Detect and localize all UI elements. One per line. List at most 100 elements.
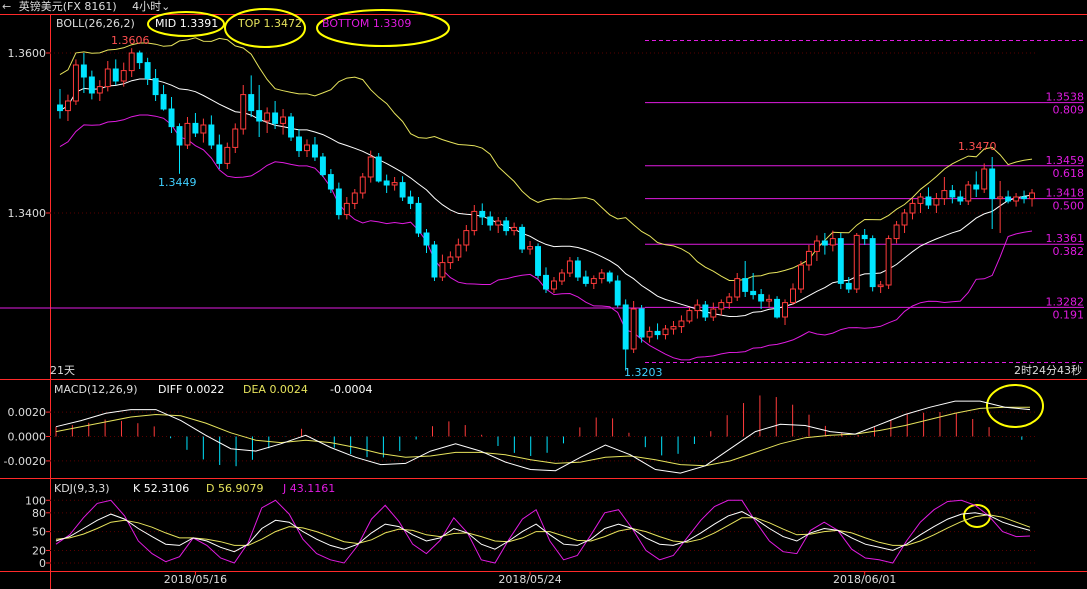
x-tick-label: 2018/05/16 bbox=[164, 573, 227, 586]
candle-body bbox=[1029, 192, 1035, 200]
candle-body bbox=[877, 284, 884, 288]
candle-body bbox=[455, 244, 462, 258]
candle-body bbox=[200, 124, 207, 134]
candle-body bbox=[383, 180, 390, 186]
candle-body bbox=[144, 62, 151, 80]
symbol-title: 英镑美元(FX 8161) bbox=[18, 0, 117, 13]
kdj-j-readout: J 43.1161 bbox=[283, 482, 336, 495]
candle-body bbox=[1005, 196, 1012, 202]
candle-body bbox=[726, 296, 733, 304]
candle-body bbox=[399, 182, 406, 198]
countdown-label: 2时24分43秒 bbox=[1014, 363, 1082, 377]
fib-price-label: 1.3361 bbox=[1046, 232, 1085, 245]
kdj-d-line bbox=[55, 514, 1031, 546]
candle-body bbox=[933, 198, 940, 206]
candle-body bbox=[463, 230, 470, 246]
candle-body bbox=[853, 234, 860, 290]
candle-body bbox=[1013, 196, 1020, 202]
y-tick-label: 0.0020 bbox=[8, 406, 47, 419]
candle-body bbox=[311, 144, 318, 158]
candle-body bbox=[566, 260, 573, 274]
candle-body bbox=[104, 68, 111, 88]
candle-body bbox=[790, 288, 796, 304]
annotation-circle-macd bbox=[986, 384, 1044, 428]
y-tick-label: 20 bbox=[32, 544, 46, 557]
candle-body bbox=[742, 278, 749, 292]
candle-body bbox=[152, 78, 159, 96]
arrow-back-icon[interactable]: ← bbox=[2, 0, 12, 13]
chevron-down-icon: ⌄ bbox=[161, 0, 171, 13]
macd-diff-readout: DIFF 0.0022 bbox=[158, 383, 225, 396]
candle-body bbox=[893, 224, 900, 240]
candle-body bbox=[72, 64, 79, 102]
candle-body bbox=[614, 280, 621, 306]
macd-dea-readout: DEA 0.0024 bbox=[243, 383, 308, 396]
candle-body bbox=[837, 238, 844, 284]
candle-body bbox=[718, 302, 725, 310]
candle-body bbox=[670, 326, 677, 330]
candle-body bbox=[136, 52, 143, 64]
candle-body bbox=[232, 128, 239, 148]
y-tick-label: 1.3400 bbox=[8, 207, 47, 220]
candle-body bbox=[813, 240, 820, 252]
boll-bottom-line bbox=[59, 114, 1033, 361]
y-tick-label: 0.0000 bbox=[8, 431, 47, 444]
candle-body bbox=[702, 304, 709, 318]
candle-body bbox=[869, 238, 876, 288]
candle-body bbox=[407, 196, 414, 204]
candle-body bbox=[296, 136, 302, 152]
timeframe-selector[interactable]: 4小时⌄ bbox=[132, 0, 170, 14]
low-price-label: 1.3449 bbox=[158, 176, 197, 189]
macd-indicator-name[interactable]: MACD(12,26,9) bbox=[54, 383, 138, 396]
annotation-circle-mid bbox=[147, 11, 225, 37]
candle-body bbox=[774, 298, 781, 318]
candle-body bbox=[256, 110, 263, 122]
candle-body bbox=[192, 122, 199, 134]
y-tick-label: 50 bbox=[32, 526, 46, 539]
candle-body bbox=[535, 246, 542, 276]
candle-body bbox=[782, 302, 788, 318]
kdj-k-readout: K 52.3106 bbox=[133, 482, 190, 495]
candle-body bbox=[989, 168, 996, 200]
candle-body bbox=[439, 262, 446, 278]
candle-body bbox=[160, 94, 167, 110]
days-label: 21天 bbox=[50, 364, 75, 377]
fib-ratio-label: 0.500 bbox=[1053, 200, 1085, 213]
candle-body bbox=[327, 174, 334, 190]
candle-body bbox=[88, 76, 95, 94]
candle-body bbox=[997, 196, 1004, 200]
candle-body bbox=[925, 196, 932, 206]
candle-body bbox=[654, 330, 661, 336]
candle-body bbox=[758, 294, 765, 302]
candle-body bbox=[471, 210, 478, 232]
kdj-k-line bbox=[55, 511, 1031, 553]
candle-body bbox=[240, 94, 247, 130]
window-titlebar: ← 英镑美元(FX 8161) 4小时⌄ bbox=[0, 0, 1087, 14]
candle-body bbox=[885, 238, 892, 286]
fib-ratio-label: 0.618 bbox=[1053, 167, 1085, 180]
y-tick-label: 0 bbox=[39, 557, 46, 570]
candle-body bbox=[176, 126, 183, 146]
dea-line bbox=[55, 406, 1030, 467]
candle-body bbox=[543, 274, 549, 290]
boll-indicator-name[interactable]: BOLL(26,26,2) bbox=[56, 17, 135, 30]
x-tick-label: 2018/05/24 bbox=[498, 573, 561, 586]
kdj-j-line bbox=[55, 499, 1031, 564]
candle-body bbox=[598, 272, 605, 280]
candle-body bbox=[965, 184, 972, 202]
candle-body bbox=[797, 264, 804, 290]
kdj-indicator-name[interactable]: KDJ(9,3,3) bbox=[54, 482, 110, 495]
candle-body bbox=[343, 202, 350, 216]
candle-body bbox=[550, 280, 557, 290]
candle-body bbox=[112, 68, 119, 82]
candle-body bbox=[415, 202, 422, 234]
candle-body bbox=[527, 246, 534, 250]
candle-body bbox=[248, 94, 255, 112]
candle-body bbox=[606, 272, 613, 282]
candle-body bbox=[949, 190, 956, 198]
candle-body bbox=[694, 304, 701, 312]
candle-body bbox=[909, 202, 916, 214]
candle-body bbox=[288, 116, 295, 138]
annotation-circle-bottom bbox=[316, 9, 450, 47]
